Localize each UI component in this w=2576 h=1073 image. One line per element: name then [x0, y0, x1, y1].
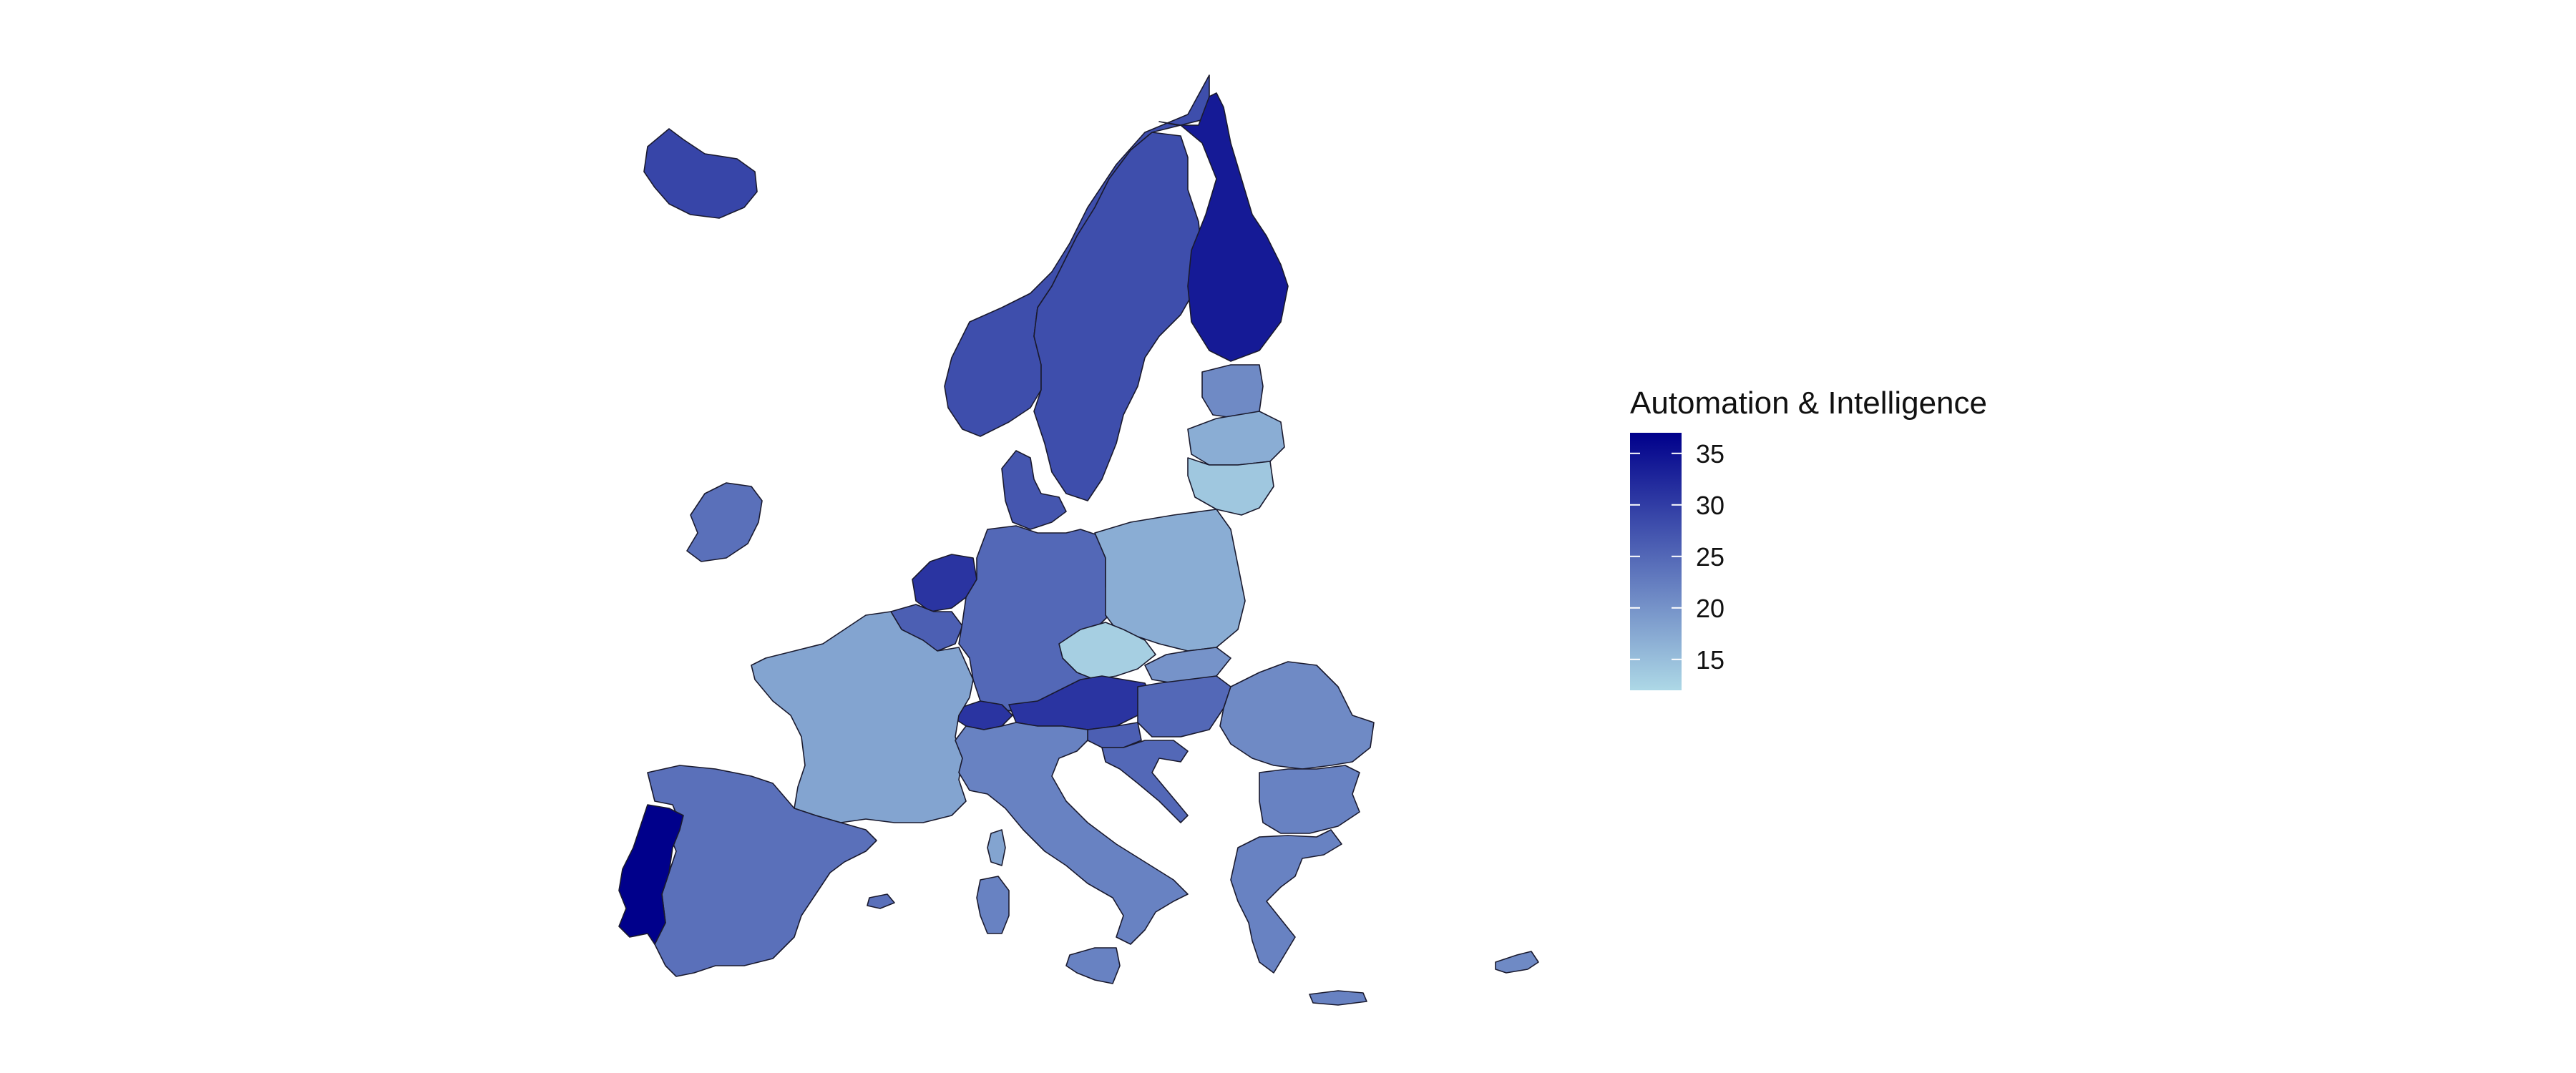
legend-colorbar: [1630, 433, 1682, 690]
country-iceland: [643, 128, 758, 219]
country-spain-balearic: [867, 893, 895, 909]
country-lithuania: [1187, 457, 1274, 516]
country-cyprus: [1495, 951, 1539, 974]
country-latvia: [1187, 411, 1285, 466]
country-france: [751, 611, 974, 823]
country-czechia: [1058, 622, 1156, 680]
legend-tick-label: 20: [1696, 594, 1724, 623]
country-spain: [647, 765, 877, 977]
country-portugal: [618, 804, 684, 945]
legend-title: Automation & Intelligence: [1630, 386, 1987, 421]
legend: Automation & Intelligence 15 20 25 30 35: [1630, 386, 1987, 690]
country-france-corsica: [987, 829, 1006, 866]
country-sweden: [1033, 132, 1203, 501]
country-italy: [955, 722, 1189, 945]
country-hungary: [1137, 675, 1231, 738]
legend-tick-label: 15: [1696, 645, 1724, 675]
legend-tick-label: 30: [1696, 491, 1724, 520]
country-italy-sicily: [1065, 947, 1121, 984]
country-estonia: [1201, 364, 1264, 419]
country-croatia: [1101, 740, 1189, 823]
legend-tick-label: 35: [1696, 439, 1724, 469]
country-italy-sardinia: [976, 876, 1010, 934]
country-romania: [1219, 661, 1375, 770]
legend-tick-label: 25: [1696, 542, 1724, 572]
legend-ticks: 15 20 25 30 35: [1630, 439, 1724, 675]
country-layer: [618, 74, 1539, 1006]
country-greece-crete: [1309, 990, 1367, 1006]
country-denmark: [1001, 450, 1067, 530]
country-bulgaria: [1259, 765, 1360, 834]
country-slovakia: [1144, 647, 1231, 684]
country-ireland: [686, 482, 763, 562]
country-finland: [1158, 92, 1289, 362]
country-greece: [1230, 829, 1342, 974]
